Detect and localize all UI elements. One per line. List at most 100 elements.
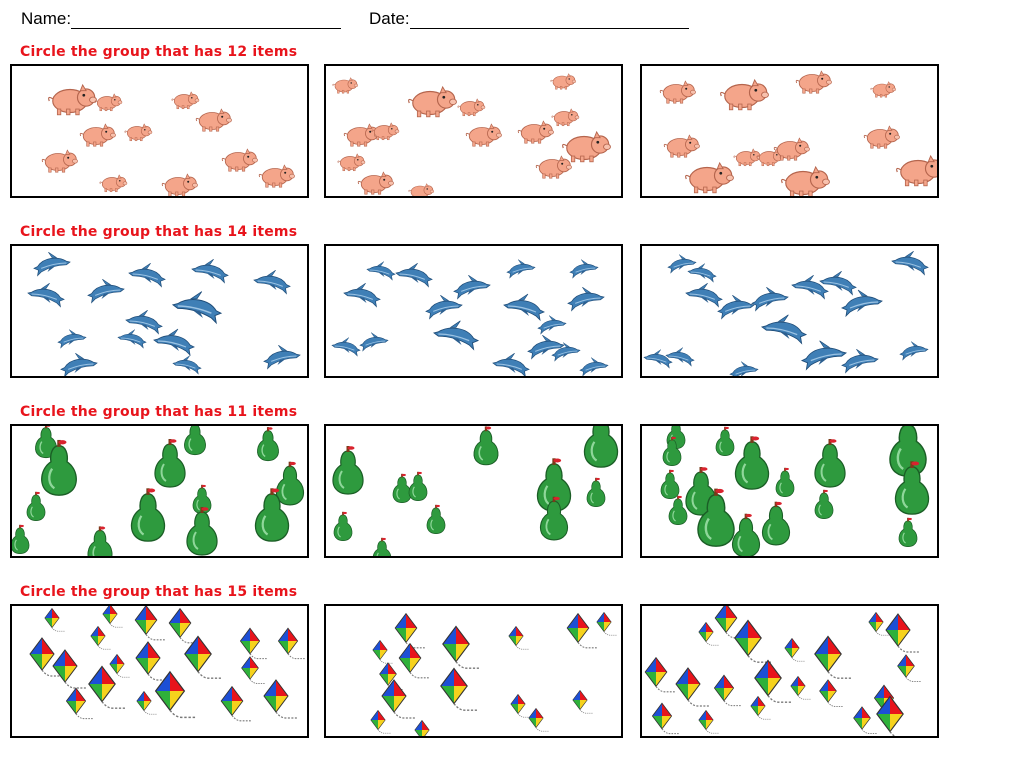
dolphin-picture-c: [643, 250, 929, 376]
kite-icon: [102, 606, 124, 628]
pig-group-a[interactable]: [10, 64, 309, 198]
dolphin-icon: [191, 258, 229, 284]
pig-icon: [733, 148, 762, 167]
pig-group-c[interactable]: [640, 64, 939, 198]
kite-icon: [372, 639, 394, 664]
pig-icon: [99, 174, 128, 193]
pig-icon: [48, 83, 97, 116]
pear-icon: [732, 513, 760, 556]
kite-icon: [675, 667, 710, 707]
dolphin-icon: [841, 348, 879, 374]
name-line[interactable]: [71, 12, 342, 29]
dolphin-group-c[interactable]: [640, 244, 939, 378]
pear-icon: [583, 426, 619, 468]
dolphin-icon: [60, 352, 98, 376]
name-field[interactable]: Name:: [21, 9, 342, 29]
pear-icon: [130, 488, 166, 542]
kite-icon: [44, 607, 66, 632]
kite-icon: [508, 625, 530, 650]
dolphin-icon: [153, 328, 195, 357]
pig-group-b[interactable]: [324, 64, 623, 198]
pig-picture-b: [332, 73, 611, 196]
pear-icon: [473, 426, 499, 466]
pig-icon: [124, 123, 153, 142]
kite-icon: [790, 675, 812, 700]
kite-icon: [239, 627, 268, 660]
pear-icon: [540, 496, 568, 541]
kite-icon: [868, 611, 890, 636]
pig-icon: [562, 130, 611, 163]
dolphin-icon: [791, 274, 829, 300]
kite-group-c[interactable]: [640, 604, 939, 738]
dolphin-icon: [57, 329, 87, 349]
dolphin-icon: [425, 294, 463, 320]
pear-icon: [35, 426, 57, 459]
kite-group-a[interactable]: [10, 604, 309, 738]
pig-icon: [41, 149, 78, 173]
dolphin-icon: [567, 286, 605, 312]
kite-icon: [88, 665, 127, 709]
pig-icon: [863, 125, 900, 149]
dolphin-icon: [527, 334, 565, 360]
kite-icon: [698, 621, 720, 646]
dolphin-icon: [800, 340, 848, 371]
kite-icon: [572, 689, 594, 714]
dolphin-icon: [841, 289, 883, 318]
pig-icon: [659, 80, 696, 104]
kite-icon: [651, 702, 680, 735]
pear-icon: [426, 504, 446, 534]
kite-icon: [440, 667, 479, 711]
pig-icon: [408, 183, 435, 196]
dolphin-icon: [359, 332, 389, 352]
pear-icon: [775, 467, 795, 497]
pig-icon: [517, 120, 554, 144]
kite-icon: [714, 606, 746, 639]
pear-icon: [697, 488, 735, 547]
dolphin-icon: [33, 251, 71, 277]
kite-icon: [784, 637, 806, 662]
pear-icon: [41, 439, 77, 496]
kite-icon: [698, 709, 720, 734]
kite-picture-c: [644, 606, 922, 736]
dolphin-icon: [643, 349, 673, 369]
dolphin-icon: [665, 347, 695, 367]
pig-icon: [663, 134, 700, 158]
kite-icon: [90, 625, 112, 650]
pear-group-a[interactable]: [10, 424, 309, 558]
kite-icon: [713, 674, 742, 707]
date-field[interactable]: Date:: [369, 9, 689, 29]
kite-icon: [154, 670, 197, 719]
dolphin-icon: [729, 361, 759, 376]
pear-group-c[interactable]: [640, 424, 939, 558]
dolphin-picture-b: [331, 259, 609, 376]
kite-icon: [644, 656, 676, 693]
dolphin-icon: [343, 282, 381, 308]
kite-icon: [885, 613, 920, 653]
dolphin-icon: [569, 259, 599, 279]
pig-icon: [161, 173, 198, 196]
pig-picture-a: [41, 83, 295, 196]
kite-icon: [370, 709, 392, 734]
pear-group-b[interactable]: [324, 424, 623, 558]
pear-icon: [392, 473, 412, 503]
dolphin-group-a[interactable]: [10, 244, 309, 378]
pig-icon: [465, 123, 502, 147]
pig-icon: [343, 123, 380, 147]
dolphin-icon: [751, 286, 789, 312]
dolphin-icon: [171, 291, 223, 325]
name-label: Name:: [21, 9, 72, 28]
dolphin-icon: [117, 329, 147, 349]
kite-icon: [750, 695, 772, 720]
dolphin-icon: [331, 337, 361, 357]
pig-icon: [896, 154, 937, 187]
pig-icon: [773, 137, 810, 161]
dolphin-group-b[interactable]: [324, 244, 623, 378]
dolphin-icon: [717, 294, 755, 320]
pear-icon: [734, 436, 770, 490]
kite-group-b[interactable]: [324, 604, 623, 738]
pear-icon: [186, 507, 218, 556]
kite-icon: [734, 619, 773, 663]
pear-icon: [87, 526, 113, 556]
dolphin-icon: [128, 262, 166, 288]
date-line[interactable]: [409, 12, 689, 29]
